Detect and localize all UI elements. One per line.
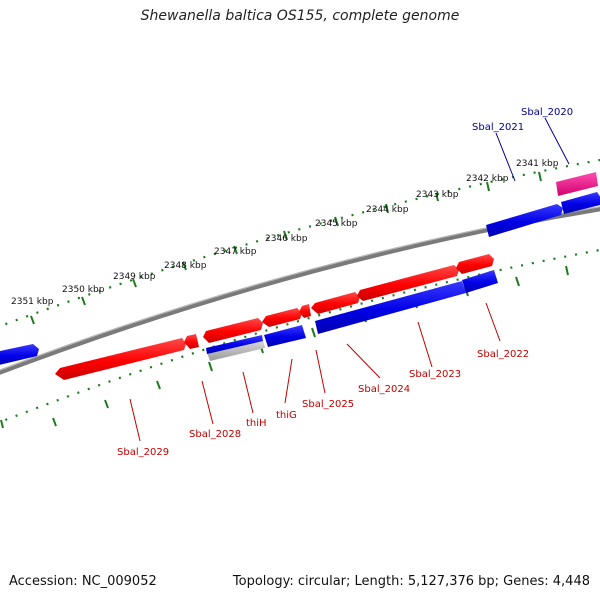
gene-arrow-sbal-2021a xyxy=(561,192,600,214)
major-tick-2346 xyxy=(283,230,288,241)
gene-label-sbal-2021: Sbal_2021 xyxy=(472,122,524,133)
gene-arrow-thih xyxy=(203,318,263,343)
major-tick-2344 xyxy=(385,203,389,214)
reverse-gene-track xyxy=(0,270,498,365)
major-tick-2350 xyxy=(81,296,86,306)
gene-arrow-thig-rev xyxy=(264,325,306,347)
gene-label-thih: thiH xyxy=(246,418,267,429)
major-tick-2343 xyxy=(435,192,439,202)
kbp-label: 2347 kbp xyxy=(214,247,257,257)
gene-arrow-sbal-2028 xyxy=(184,334,199,349)
major-tick-2345 xyxy=(334,216,339,227)
major-tick-2347 xyxy=(233,245,238,255)
gene-arrow-sbal-2020 xyxy=(556,172,598,196)
gene-label-sbal-2025: Sbal_2025 xyxy=(302,399,354,410)
major-tick-2342 xyxy=(486,181,490,192)
gene-label-sbal-2020: Sbal_2020 xyxy=(521,107,573,118)
accession-text: Accession: NC_009052 xyxy=(9,574,157,589)
kbp-labels: 2341 kbp 2342 kbp 2343 kbp 2344 kbp 2345… xyxy=(11,159,559,307)
leader-lines xyxy=(129,117,570,442)
gene-arrow-sbal-2025 xyxy=(299,304,311,318)
kbp-label: 2350 kbp xyxy=(62,285,105,295)
major-tick-2351 xyxy=(30,315,35,325)
kbp-label: 2351 kbp xyxy=(11,297,54,307)
forward-gene-track xyxy=(55,254,494,380)
genome-title: Shewanella baltica OS155, complete genom… xyxy=(140,8,460,24)
gene-arrow-sbal-2021 xyxy=(486,204,563,237)
gene-arrow-thig xyxy=(262,308,302,327)
gene-label-sbal-2023: Sbal_2023 xyxy=(409,369,461,380)
gene-labels: Sbal_2020 Sbal_2021 Sbal_2022 Sbal_2023 … xyxy=(117,107,573,458)
gene-arrow-sbal-2022 xyxy=(456,254,494,274)
gene-arrow-left-edge xyxy=(0,344,39,365)
kbp-label: 2345 kbp xyxy=(315,219,358,229)
upper-gene-track xyxy=(486,172,600,237)
kbp-label: 2344 kbp xyxy=(366,205,409,215)
gene-label-thig: thiG xyxy=(276,410,297,421)
kbp-label: 2341 kbp xyxy=(516,159,559,169)
major-tick-2341 xyxy=(538,171,542,182)
major-tick-2349 xyxy=(132,278,137,288)
genome-info-text: Topology: circular; Length: 5,127,376 bp… xyxy=(232,574,590,589)
kbp-label: 2342 kbp xyxy=(466,174,509,184)
gene-label-sbal-2028: Sbal_2028 xyxy=(189,429,241,440)
gene-label-sbal-2029: Sbal_2029 xyxy=(117,447,169,458)
kbp-label: 2343 kbp xyxy=(416,190,459,200)
major-tick-2348 xyxy=(182,261,187,271)
gene-arrow-sbal-2023-rev xyxy=(462,270,498,293)
gene-arrow-sbal-2024-rev xyxy=(315,281,466,334)
kbp-label: 2349 kbp xyxy=(113,272,156,282)
kbp-label: 2348 kbp xyxy=(164,261,207,271)
kbp-label: 2346 kbp xyxy=(265,234,308,244)
outer-tick-ring xyxy=(0,158,600,328)
gene-label-sbal-2022: Sbal_2022 xyxy=(477,349,529,360)
gene-arrow-sbal-2024 xyxy=(311,292,360,314)
gene-arrow-sbal-2029 xyxy=(55,338,186,380)
gene-arrow-sbal-2023 xyxy=(357,265,459,301)
gene-label-sbal-2024: Sbal_2024 xyxy=(358,384,410,395)
